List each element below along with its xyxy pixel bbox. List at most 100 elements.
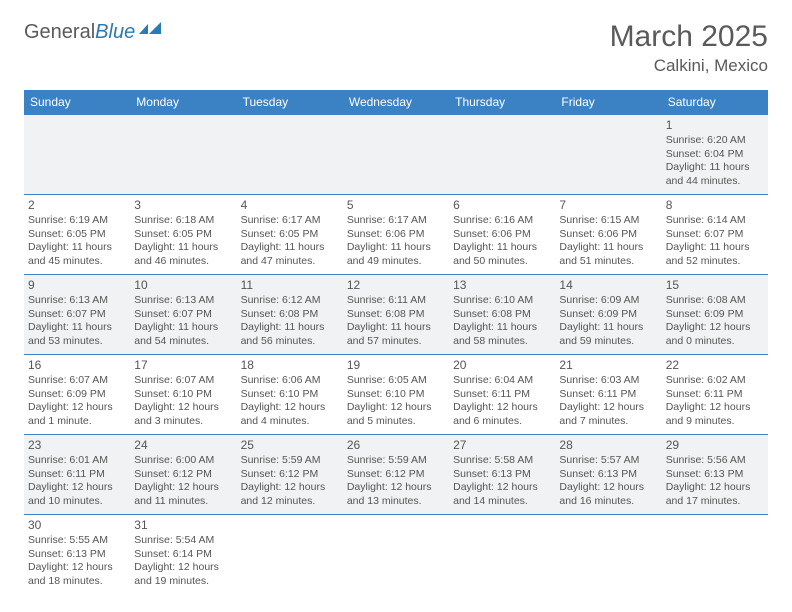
day-cell: 5Sunrise: 6:17 AMSunset: 6:06 PMDaylight… xyxy=(343,195,449,275)
sunrise-line: Sunrise: 6:02 AM xyxy=(666,374,764,387)
day-cell: 7Sunrise: 6:15 AMSunset: 6:06 PMDaylight… xyxy=(555,195,661,275)
daylight-line: Daylight: 12 hours and 14 minutes. xyxy=(453,481,551,508)
day-number: 19 xyxy=(347,358,445,373)
calendar-row: 16Sunrise: 6:07 AMSunset: 6:09 PMDayligh… xyxy=(24,355,768,435)
sunrise-line: Sunrise: 6:07 AM xyxy=(28,374,126,387)
day-cell: 14Sunrise: 6:09 AMSunset: 6:09 PMDayligh… xyxy=(555,275,661,355)
day-cell: 18Sunrise: 6:06 AMSunset: 6:10 PMDayligh… xyxy=(237,355,343,435)
empty-cell xyxy=(449,115,555,195)
sunrise-line: Sunrise: 5:54 AM xyxy=(134,534,232,547)
daylight-line: Daylight: 12 hours and 5 minutes. xyxy=(347,401,445,428)
daylight-line: Daylight: 12 hours and 18 minutes. xyxy=(28,561,126,588)
day-number: 24 xyxy=(134,438,232,453)
day-number: 8 xyxy=(666,198,764,213)
day-cell: 6Sunrise: 6:16 AMSunset: 6:06 PMDaylight… xyxy=(449,195,555,275)
day-number: 13 xyxy=(453,278,551,293)
sunrise-line: Sunrise: 5:56 AM xyxy=(666,454,764,467)
page-header: GeneralBlue March 2025 Calkini, Mexico xyxy=(24,20,768,76)
sunrise-line: Sunrise: 6:16 AM xyxy=(453,214,551,227)
day-cell: 20Sunrise: 6:04 AMSunset: 6:11 PMDayligh… xyxy=(449,355,555,435)
day-number: 21 xyxy=(559,358,657,373)
daylight-line: Daylight: 11 hours and 53 minutes. xyxy=(28,321,126,348)
daylight-line: Daylight: 11 hours and 56 minutes. xyxy=(241,321,339,348)
sunset-line: Sunset: 6:10 PM xyxy=(241,388,339,401)
daylight-line: Daylight: 11 hours and 59 minutes. xyxy=(559,321,657,348)
daylight-line: Daylight: 12 hours and 19 minutes. xyxy=(134,561,232,588)
sunset-line: Sunset: 6:12 PM xyxy=(347,468,445,481)
day-number: 18 xyxy=(241,358,339,373)
sunrise-line: Sunrise: 5:55 AM xyxy=(28,534,126,547)
daylight-line: Daylight: 12 hours and 1 minute. xyxy=(28,401,126,428)
daylight-line: Daylight: 11 hours and 49 minutes. xyxy=(347,241,445,268)
daylight-line: Daylight: 12 hours and 17 minutes. xyxy=(666,481,764,508)
flag-icon xyxy=(139,20,167,44)
empty-cell xyxy=(555,115,661,195)
sunset-line: Sunset: 6:06 PM xyxy=(559,228,657,241)
sunrise-line: Sunrise: 5:58 AM xyxy=(453,454,551,467)
day-number: 1 xyxy=(666,118,764,133)
daylight-line: Daylight: 12 hours and 12 minutes. xyxy=(241,481,339,508)
sunset-line: Sunset: 6:09 PM xyxy=(666,308,764,321)
calendar-table: Sunday Monday Tuesday Wednesday Thursday… xyxy=(24,90,768,595)
day-cell: 4Sunrise: 6:17 AMSunset: 6:05 PMDaylight… xyxy=(237,195,343,275)
weekday-header: Tuesday xyxy=(237,90,343,115)
day-number: 14 xyxy=(559,278,657,293)
daylight-line: Daylight: 12 hours and 10 minutes. xyxy=(28,481,126,508)
sunset-line: Sunset: 6:14 PM xyxy=(134,548,232,561)
empty-cell xyxy=(555,515,661,595)
day-cell: 28Sunrise: 5:57 AMSunset: 6:13 PMDayligh… xyxy=(555,435,661,515)
sunset-line: Sunset: 6:09 PM xyxy=(28,388,126,401)
calendar-row: 23Sunrise: 6:01 AMSunset: 6:11 PMDayligh… xyxy=(24,435,768,515)
sunrise-line: Sunrise: 6:05 AM xyxy=(347,374,445,387)
day-number: 11 xyxy=(241,278,339,293)
calendar-row: 2Sunrise: 6:19 AMSunset: 6:05 PMDaylight… xyxy=(24,195,768,275)
day-cell: 25Sunrise: 5:59 AMSunset: 6:12 PMDayligh… xyxy=(237,435,343,515)
sunrise-line: Sunrise: 6:15 AM xyxy=(559,214,657,227)
sunset-line: Sunset: 6:07 PM xyxy=(134,308,232,321)
day-number: 30 xyxy=(28,518,126,533)
empty-cell xyxy=(343,115,449,195)
daylight-line: Daylight: 12 hours and 3 minutes. xyxy=(134,401,232,428)
sunrise-line: Sunrise: 5:59 AM xyxy=(241,454,339,467)
day-cell: 9Sunrise: 6:13 AMSunset: 6:07 PMDaylight… xyxy=(24,275,130,355)
location-label: Calkini, Mexico xyxy=(610,56,768,76)
sunset-line: Sunset: 6:05 PM xyxy=(241,228,339,241)
sunrise-line: Sunrise: 6:11 AM xyxy=(347,294,445,307)
day-cell: 17Sunrise: 6:07 AMSunset: 6:10 PMDayligh… xyxy=(130,355,236,435)
day-cell: 22Sunrise: 6:02 AMSunset: 6:11 PMDayligh… xyxy=(662,355,768,435)
day-cell: 16Sunrise: 6:07 AMSunset: 6:09 PMDayligh… xyxy=(24,355,130,435)
sunset-line: Sunset: 6:08 PM xyxy=(241,308,339,321)
sunrise-line: Sunrise: 6:20 AM xyxy=(666,134,764,147)
daylight-line: Daylight: 11 hours and 47 minutes. xyxy=(241,241,339,268)
day-number: 20 xyxy=(453,358,551,373)
sunset-line: Sunset: 6:12 PM xyxy=(134,468,232,481)
sunset-line: Sunset: 6:08 PM xyxy=(453,308,551,321)
day-number: 22 xyxy=(666,358,764,373)
weekday-header-row: Sunday Monday Tuesday Wednesday Thursday… xyxy=(24,90,768,115)
sunrise-line: Sunrise: 6:09 AM xyxy=(559,294,657,307)
weekday-header: Sunday xyxy=(24,90,130,115)
day-cell: 15Sunrise: 6:08 AMSunset: 6:09 PMDayligh… xyxy=(662,275,768,355)
daylight-line: Daylight: 11 hours and 44 minutes. xyxy=(666,161,764,188)
day-number: 16 xyxy=(28,358,126,373)
daylight-line: Daylight: 12 hours and 11 minutes. xyxy=(134,481,232,508)
sunrise-line: Sunrise: 6:18 AM xyxy=(134,214,232,227)
calendar-row: 1Sunrise: 6:20 AMSunset: 6:04 PMDaylight… xyxy=(24,115,768,195)
day-number: 10 xyxy=(134,278,232,293)
sunset-line: Sunset: 6:13 PM xyxy=(666,468,764,481)
daylight-line: Daylight: 11 hours and 54 minutes. xyxy=(134,321,232,348)
daylight-line: Daylight: 12 hours and 13 minutes. xyxy=(347,481,445,508)
logo-word1: General xyxy=(24,21,95,44)
sunset-line: Sunset: 6:11 PM xyxy=(28,468,126,481)
empty-cell xyxy=(343,515,449,595)
daylight-line: Daylight: 12 hours and 6 minutes. xyxy=(453,401,551,428)
day-cell: 12Sunrise: 6:11 AMSunset: 6:08 PMDayligh… xyxy=(343,275,449,355)
day-number: 3 xyxy=(134,198,232,213)
day-number: 28 xyxy=(559,438,657,453)
sunrise-line: Sunrise: 6:08 AM xyxy=(666,294,764,307)
daylight-line: Daylight: 11 hours and 45 minutes. xyxy=(28,241,126,268)
calendar-row: 30Sunrise: 5:55 AMSunset: 6:13 PMDayligh… xyxy=(24,515,768,595)
sunset-line: Sunset: 6:04 PM xyxy=(666,148,764,161)
day-number: 23 xyxy=(28,438,126,453)
day-cell: 29Sunrise: 5:56 AMSunset: 6:13 PMDayligh… xyxy=(662,435,768,515)
